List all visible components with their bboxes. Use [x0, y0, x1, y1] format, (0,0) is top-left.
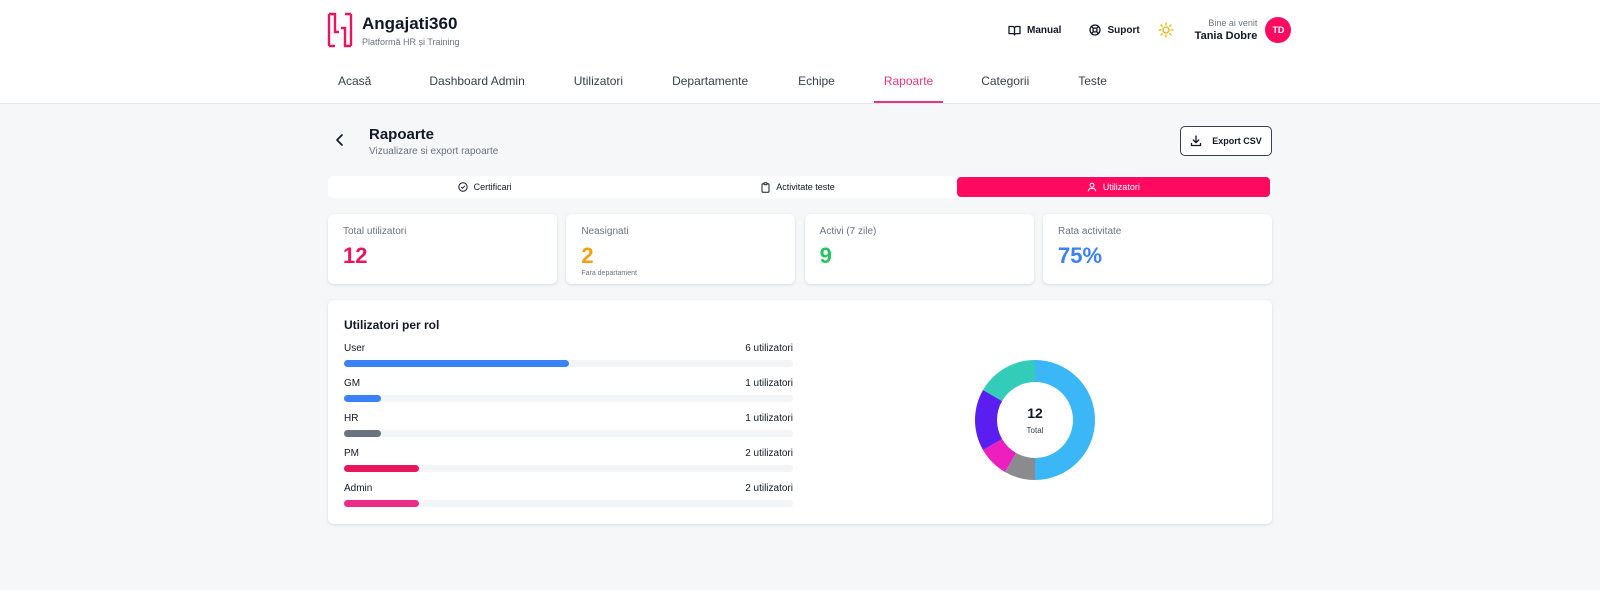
manual-link[interactable]: Manual: [1008, 25, 1061, 36]
tab-certificari[interactable]: Certificari: [328, 176, 641, 198]
donut-slice-4: [983, 360, 1035, 401]
nav-item-teste[interactable]: Teste: [1078, 74, 1107, 88]
export-csv-label: Export CSV: [1212, 136, 1262, 146]
nav-item-utilizatori[interactable]: Utilizatori: [573, 74, 624, 88]
role-bar-track: [344, 430, 793, 437]
tab-activitate-teste-label: Activitate teste: [776, 182, 835, 192]
roles-list: User 6 utilizatori GM 1 utilizatori HR 1…: [344, 343, 793, 518]
export-csv-button[interactable]: Export CSV: [1180, 126, 1272, 156]
stat-value: 2: [581, 243, 594, 268]
nav-item-acasa[interactable]: Acasă: [338, 74, 372, 88]
donut-slice-3: [975, 390, 1003, 450]
stat-label: Total utilizatori: [343, 226, 407, 237]
manual-label: Manual: [1027, 24, 1062, 36]
suport-link[interactable]: Suport: [1089, 24, 1140, 36]
role-name: User: [344, 343, 366, 354]
stat-label: Activi (7 zile): [819, 226, 877, 237]
role-count: 1 utilizatori: [745, 413, 793, 424]
role-bar-track: [344, 500, 793, 507]
user-icon: [1087, 182, 1097, 192]
role-bar-fill: [344, 395, 382, 402]
header-actions: Manual Suport Bine ai venit Tania Dobre …: [1008, 17, 1292, 43]
donut-slice-1: [1005, 452, 1035, 480]
role-name: Admin: [344, 483, 373, 494]
stat-value: 9: [819, 243, 832, 268]
tab-utilizatori[interactable]: Utilizatori: [956, 177, 1270, 197]
stat-note: Fara departament: [581, 270, 637, 277]
donut-center-value: 12: [1027, 405, 1043, 421]
suport-label: Suport: [1107, 24, 1140, 36]
nav-item-echipe[interactable]: Echipe: [798, 74, 835, 88]
book-icon: [1008, 25, 1021, 36]
role-bar-fill: [344, 500, 419, 507]
role-name: GM: [344, 378, 361, 389]
sun-icon: [1158, 22, 1174, 38]
roles-panel: Utilizatori per rol User 6 utilizatori G…: [328, 300, 1272, 524]
role-name: HR: [344, 413, 359, 424]
stat-label: Neasignati: [581, 226, 629, 237]
main-nav: Acasă Dashboard Admin Utilizatori Depart…: [328, 64, 1147, 104]
avatar[interactable]: TD: [1265, 17, 1292, 43]
stat-card-activi: Activi (7 zile) 9: [804, 214, 1034, 284]
stat-value: 12: [343, 243, 368, 268]
report-tabs: Certificari Activitate teste Utilizatori: [328, 176, 1272, 198]
tab-utilizatori-label: Utilizatori: [1102, 182, 1140, 192]
donut-center-label: Total: [1027, 426, 1044, 435]
role-hr: HR 1 utilizatori: [344, 413, 793, 448]
page-header: Rapoarte Vizualizare si export rapoarte …: [328, 124, 1272, 158]
stat-label: Rata activitate: [1057, 226, 1122, 237]
brand-name: Angajati360: [362, 13, 458, 33]
lifebuoy-icon: [1089, 24, 1102, 36]
role-admin: Admin 2 utilizatori: [344, 483, 793, 518]
role-count: 6 utilizatori: [745, 343, 793, 354]
user-greeting: Bine ai venit Tania Dobre: [1195, 17, 1258, 43]
stats-row: Total utilizatori 12 Neasignati 2 Fara d…: [328, 214, 1272, 284]
user-name: Tania Dobre: [1194, 30, 1258, 42]
role-count: 2 utilizatori: [745, 483, 793, 494]
nav-item-categorii[interactable]: Categorii: [981, 74, 1030, 88]
welcome-text: Bine ai venit: [1208, 18, 1258, 28]
clipboard-icon: [761, 181, 770, 193]
role-count: 1 utilizatori: [745, 378, 793, 389]
role-name: PM: [344, 448, 359, 459]
page-title: Rapoarte: [369, 126, 435, 143]
stat-card-total-utilizatori: Total utilizatori 12: [328, 214, 557, 284]
tab-certificari-label: Certificari: [473, 182, 512, 192]
role-bar-track: [344, 360, 793, 367]
donut-slice-2: [983, 439, 1016, 472]
nav-item-rapoarte[interactable]: Rapoarte: [873, 64, 944, 104]
roles-donut-chart: 12 Total: [975, 360, 1095, 480]
role-pm: PM 2 utilizatori: [344, 448, 793, 483]
role-bar-fill: [344, 430, 382, 437]
nav-item-departamente[interactable]: Departamente: [672, 74, 749, 88]
download-icon: [1191, 135, 1202, 147]
role-bar-track: [344, 465, 793, 472]
top-bar: Angajati360 Platformă HR și Training Man…: [0, 0, 1600, 104]
brand[interactable]: Angajati360 Platformă HR și Training: [327, 12, 460, 48]
role-bar-fill: [344, 465, 419, 472]
brand-subtitle: Platformă HR și Training: [362, 36, 460, 47]
check-circle-icon: [457, 182, 468, 192]
brand-logo-icon: [327, 12, 353, 48]
donut-slice-0: [1035, 360, 1095, 480]
role-bar-track: [344, 395, 793, 402]
role-gm: GM 1 utilizatori: [344, 378, 793, 413]
chevron-left-icon: [336, 134, 343, 146]
stat-card-rata-activitate: Rata activitate 75%: [1042, 214, 1272, 284]
role-bar-fill: [344, 360, 569, 367]
page-subtitle: Vizualizare si export rapoarte: [369, 146, 499, 157]
tab-activitate-teste[interactable]: Activitate teste: [641, 176, 954, 198]
role-user: User 6 utilizatori: [344, 343, 793, 378]
theme-toggle-button[interactable]: [1158, 22, 1174, 38]
stat-card-neasignati: Neasignati 2 Fara departament: [566, 214, 796, 284]
stat-value: 75%: [1057, 243, 1103, 268]
back-button[interactable]: [332, 132, 348, 148]
nav-item-dashboard-admin[interactable]: Dashboard Admin: [429, 74, 525, 88]
role-count: 2 utilizatori: [745, 448, 793, 459]
panel-title: Utilizatori per rol: [344, 318, 440, 332]
